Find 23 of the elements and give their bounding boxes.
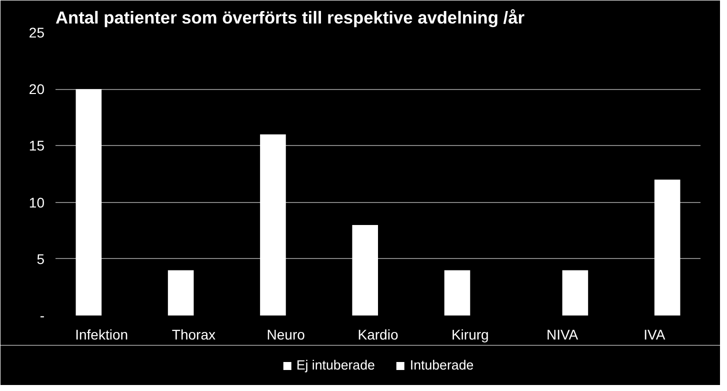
bar [76,89,102,316]
legend-label: Ej intuberade [296,358,375,372]
x-tick-label: Kardio [358,326,398,342]
bar [562,270,588,316]
legend-label: Intuberade [410,358,474,372]
x-tick-label: Infektion [75,326,128,342]
y-tick-label: 10 [28,194,45,210]
bar [654,180,680,316]
y-tick-label: 5 [36,250,45,267]
x-tick-label: NIVA [546,326,579,342]
bar [444,270,470,316]
chart-title: Antal patienter som överförts till respektive avdelning /år [56,8,525,28]
bar [352,224,378,316]
x-tick-label: IVA [644,326,666,342]
x-tick-label: Thorax [172,326,216,342]
x-tick-label: Neuro [266,326,306,342]
y-tick-label: 20 [28,81,45,98]
y-tick-label: - [40,308,45,324]
y-tick-label: 15 [28,138,45,154]
y-tick-label: 25 [28,24,45,40]
bar [168,270,194,316]
x-tick-label: Kirurg [451,326,489,342]
bar [260,134,286,316]
